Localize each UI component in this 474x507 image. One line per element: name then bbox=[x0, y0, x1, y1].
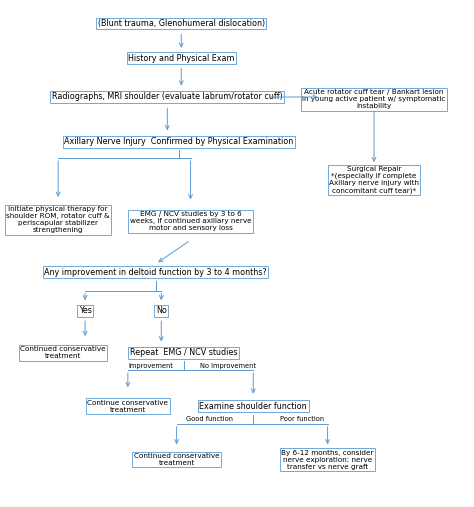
Text: EMG / NCV studies by 3 to 6
weeks, if continued axillary nerve
motor and sensory: EMG / NCV studies by 3 to 6 weeks, if co… bbox=[130, 211, 251, 231]
Text: History and Physical Exam: History and Physical Exam bbox=[128, 54, 235, 63]
Text: By 6-12 months, consider
nerve exploration: nerve
transfer vs nerve graft: By 6-12 months, consider nerve explorati… bbox=[282, 450, 374, 469]
Text: No Improvement: No Improvement bbox=[200, 364, 255, 369]
Text: Poor function: Poor function bbox=[280, 416, 324, 422]
Text: Examine shoulder function: Examine shoulder function bbox=[200, 402, 307, 411]
Text: Good function: Good function bbox=[186, 416, 233, 422]
Text: Acute rotator cuff tear / Bankart lesion
in young active patient w/ symptomatic
: Acute rotator cuff tear / Bankart lesion… bbox=[302, 89, 446, 110]
Text: Axillary Nerve Injury  Confirmed by Physical Examination: Axillary Nerve Injury Confirmed by Physi… bbox=[64, 137, 293, 146]
Text: Initiate physical therapy for
shoulder ROM, rotator cuff &
periscapular stabiliz: Initiate physical therapy for shoulder R… bbox=[6, 206, 110, 233]
Text: Surgical Repair
*(especially if complete
Axillary nerve injury with
concomitant : Surgical Repair *(especially if complete… bbox=[329, 166, 419, 194]
Text: Continued conservative
treatment: Continued conservative treatment bbox=[20, 346, 106, 359]
Text: Improvement: Improvement bbox=[128, 364, 173, 369]
Text: Radiographs, MRI shoulder (evaluate labrum/rotator cuff): Radiographs, MRI shoulder (evaluate labr… bbox=[52, 92, 283, 101]
Text: (Blunt trauma, Glenohumeral dislocation): (Blunt trauma, Glenohumeral dislocation) bbox=[98, 19, 265, 28]
Text: No: No bbox=[156, 306, 167, 315]
Text: Repeat  EMG / NCV studies: Repeat EMG / NCV studies bbox=[130, 348, 237, 357]
Text: Continue conservative
treatment: Continue conservative treatment bbox=[87, 400, 168, 413]
Text: Yes: Yes bbox=[79, 306, 91, 315]
Text: Continued conservative
treatment: Continued conservative treatment bbox=[134, 453, 219, 466]
Text: Any improvement in deltoid function by 3 to 4 months?: Any improvement in deltoid function by 3… bbox=[45, 268, 267, 277]
